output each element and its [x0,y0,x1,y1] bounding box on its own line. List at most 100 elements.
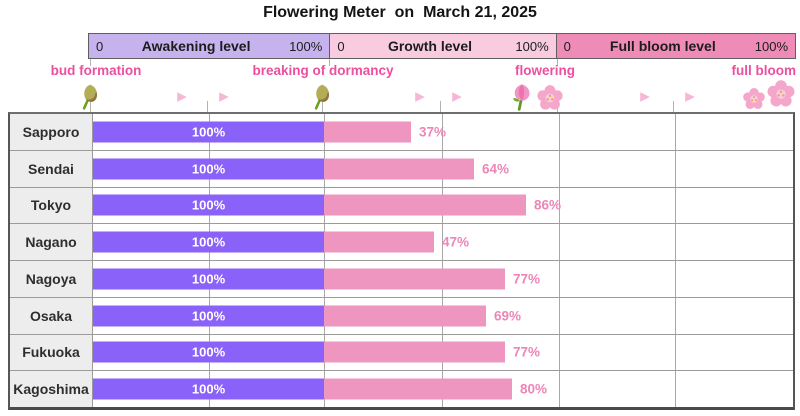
table-row: Nagoya 100% 77% [10,261,793,298]
gridline [559,334,560,371]
awakening-min-label: 0 [96,38,104,54]
table-row: Fukuoka 100% 77% [10,334,793,372]
awakening-bar: 100% [93,194,324,216]
gridline [675,224,676,260]
cherry-blossom-icon [766,79,796,109]
grid-tick [90,101,91,112]
gridline [675,297,676,334]
table-row: Sapporo 100% 37% [10,114,793,151]
arrow-right-icon [175,90,189,104]
scale-header: 0 Awakening level 100% 0 Growth level 10… [88,33,796,59]
cherry-blossom-icon [536,84,564,112]
awakening-bar: 100% [93,158,324,180]
bar-area: 100% 86% [93,187,793,224]
grid-tick [673,101,674,112]
awakening-bar: 100% [93,231,324,253]
growth-level-section: 0 Growth level 100% [330,34,557,58]
city-label: Sapporo [10,114,93,150]
growth-bar-label: 77% [513,271,541,287]
table-row: Osaka 100% 69% [10,297,793,335]
gridline [559,297,560,334]
awakening-bar-label: 100% [191,381,226,397]
gridline [675,150,676,187]
arrow-right-icon [683,90,697,104]
growth-bar-label: 80% [520,381,548,397]
city-label: Nagoya [10,261,93,297]
table-row: Nagano 100% 47% [10,224,793,261]
cherry-blossom-icon [742,87,766,111]
growth-bar [324,231,434,253]
gridline [675,114,676,150]
table-row: Tokyo 100% 86% [10,187,793,225]
scale-tick [329,59,330,66]
bar-area: 100% 37% [93,114,793,150]
city-label: Fukuoka [10,334,93,371]
stage-label-bud-formation: bud formation [50,63,142,78]
growth-bar [324,268,505,290]
awakening-bar-label: 100% [191,234,226,250]
bar-area: 100% 64% [93,150,793,187]
awakening-bar: 100% [93,378,324,400]
gridline [559,371,560,407]
gridline [442,224,443,260]
pink-bud-icon [509,82,535,111]
growth-bar [324,341,505,363]
table-row: Kagoshima 100% 80% [10,371,793,407]
scale-tick [557,59,558,66]
growth-min-label: 0 [337,38,345,54]
gridline [675,334,676,371]
flower-bud-icon [78,83,102,110]
full-bloom-level-label: Full bloom level [609,38,716,54]
awakening-bar-label: 100% [191,124,226,140]
growth-bar-label: 69% [494,308,522,324]
growth-bar-label: 86% [534,197,562,213]
arrow-right-icon [638,90,652,104]
stage-label-breaking-of-dormancy: breaking of dormancy [252,63,394,78]
scale-tick [90,59,91,66]
growth-bar-label: 47% [442,234,470,250]
growth-bar [324,305,486,327]
awakening-bar-label: 100% [191,344,226,360]
grid-tick [322,101,323,112]
city-label: Sendai [10,150,93,187]
awakening-bar: 100% [93,341,324,363]
growth-max-label: 100% [515,38,549,54]
gridline [675,261,676,297]
bar-area: 100% 80% [93,371,793,407]
full-bloom-max-label: 100% [754,38,788,54]
table-row: Sendai 100% 64% [10,150,793,188]
gridline [559,150,560,187]
stage-label-full-bloom: full bloom [731,63,797,78]
full-bloom-level-section: 0 Full bloom level 100% [556,34,795,58]
stage-label-flowering: flowering [515,63,575,78]
gridline [675,371,676,407]
awakening-level-section: 0 Awakening level 100% [89,34,331,58]
city-label: Osaka [10,297,93,334]
arrow-right-icon [217,90,231,104]
awakening-bar: 100% [93,305,324,327]
awakening-bar-label: 100% [191,161,226,177]
city-label: Tokyo [10,187,93,224]
growth-bar [324,158,474,180]
growth-bar-label: 64% [482,161,510,177]
grid-tick [440,101,441,112]
growth-bar [324,194,526,216]
awakening-bar: 100% [93,268,324,290]
awakening-bar-label: 100% [191,308,226,324]
awakening-level-label: Awakening level [141,38,251,54]
bar-area: 100% 77% [93,334,793,371]
flower-bud-icon [310,83,334,110]
awakening-bar-label: 100% [191,271,226,287]
gridline [559,187,560,224]
gridline [442,114,443,150]
gridline [559,261,560,297]
bar-area: 100% 47% [93,224,793,260]
gridline [559,224,560,260]
growth-bar [324,378,512,400]
growth-bar [324,121,411,143]
growth-level-label: Growth level [387,38,472,54]
gridline [675,187,676,224]
arrow-right-icon [413,90,427,104]
bar-area: 100% 77% [93,261,793,297]
